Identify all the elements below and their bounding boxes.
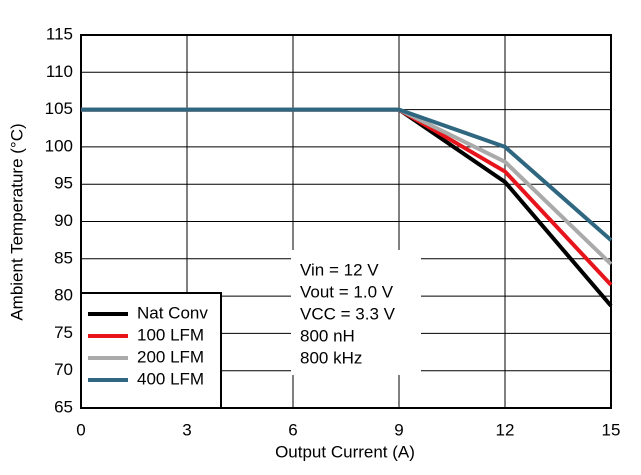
x-tick-label: 12	[496, 420, 515, 439]
x-tick-label: 6	[288, 420, 297, 439]
y-tick-label: 80	[54, 286, 73, 305]
y-tick-label: 75	[54, 323, 73, 342]
legend-label: 400 LFM	[137, 369, 204, 388]
y-tick-label: 95	[54, 174, 73, 193]
y-tick-label: 70	[54, 360, 73, 379]
y-tick-label: 90	[54, 211, 73, 230]
series-line	[81, 107, 613, 266]
series-line	[81, 107, 613, 242]
y-tick-label: 85	[54, 248, 73, 267]
plot-frame	[80, 34, 612, 409]
x-tick-label: 0	[76, 420, 85, 439]
annotation-text: VCC = 3.3 V	[300, 304, 396, 323]
legend-label: Nat Conv	[137, 303, 208, 322]
x-tick-label: 15	[602, 420, 621, 439]
y-tick-label: 105	[45, 99, 73, 118]
x-axis-label: Output Current (A)	[275, 442, 415, 461]
y-tick-label: 110	[46, 62, 73, 81]
x-tick-label: 9	[394, 420, 403, 439]
y-axis-label: Ambient Temperature (°C)	[7, 123, 26, 320]
annotation-text: Vout = 1.0 V	[300, 282, 394, 301]
y-tick-label: 65	[54, 397, 73, 416]
annotation-text: Vin = 12 V	[300, 260, 379, 279]
y-tick-label: 100	[45, 136, 73, 155]
legend-label: 100 LFM	[137, 325, 204, 344]
x-tick-label: 3	[182, 420, 191, 439]
annotation-box	[291, 250, 421, 375]
y-tick-label: 115	[46, 24, 73, 43]
annotation-text: 800 kHz	[300, 348, 362, 367]
legend-label: 200 LFM	[137, 347, 204, 366]
annotation-text: 800 nH	[300, 326, 355, 345]
